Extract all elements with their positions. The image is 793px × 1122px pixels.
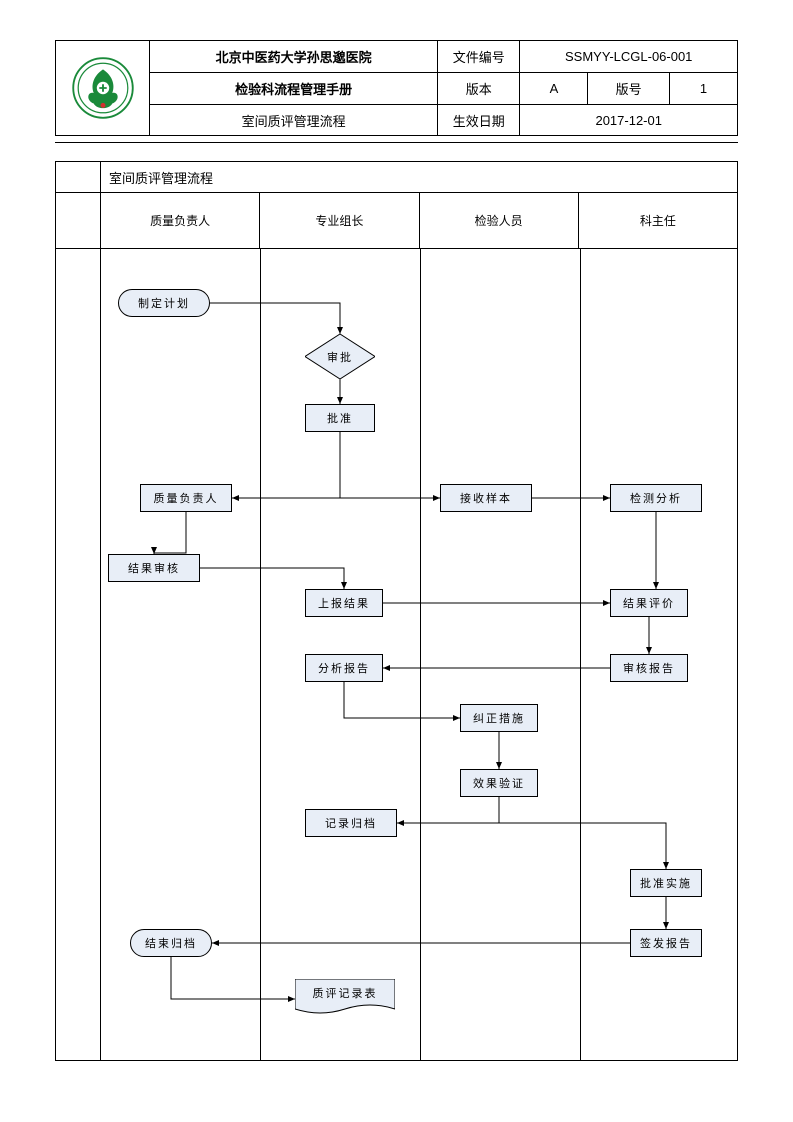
flow-node-dir_rec: 检测分析	[610, 484, 702, 512]
flow-node-grp_send: 上报结果	[305, 589, 383, 617]
header-table: 北京中医药大学孙思邈医院 文件编号 SSMYY-LCGL-06-001 检验科流…	[55, 40, 738, 136]
flow-node-dir_chk: 结果评价	[610, 589, 688, 617]
version: A	[520, 73, 588, 105]
rev-label: 版号	[588, 73, 670, 105]
logo-cell	[56, 41, 150, 136]
hospital-logo-icon	[72, 57, 134, 119]
flow-node-grp_rep: 分析报告	[305, 654, 383, 682]
swimlane-body: 制定计划审批批准质量负责人 接收样本 检测分析结果审核上报结果 结果评价分析报告 审核报…	[100, 249, 737, 1061]
flowchart-section-title: 室间质评管理流程	[101, 162, 737, 192]
flow-node-end: 结束归档	[130, 929, 212, 957]
doc-no-label: 文件编号	[438, 41, 520, 73]
rev: 1	[669, 73, 737, 105]
lane-divider	[420, 249, 421, 1060]
flow-node-dir_sign: 签发报告	[630, 929, 702, 957]
flow-node-qn_plan: 质量负责人	[140, 484, 232, 512]
flow-node-grp_rec: 接收样本	[440, 484, 532, 512]
eff-date: 2017-12-01	[520, 105, 738, 136]
lane-divider	[580, 249, 581, 1060]
left-stub-title	[55, 161, 100, 193]
left-stub-header	[55, 193, 100, 249]
version-label: 版本	[438, 73, 520, 105]
lane-label-1: 专业组长	[259, 193, 418, 248]
flow-decision-dec: 审批	[305, 334, 375, 379]
flow-node-grp_arc: 记录归档	[305, 809, 397, 837]
flow-node-qn_chk: 结果审核	[108, 554, 200, 582]
flowchart-container: 室间质评管理流程 质量负责人 专业组长 检验人员 科主任 制定计划审批批准质量负…	[55, 161, 738, 1061]
doc-no: SSMYY-LCGL-06-001	[520, 41, 738, 73]
flow-node-dir_rep: 审核报告	[610, 654, 688, 682]
flow-node-ins_do: 纠正措施	[460, 704, 538, 732]
flow-node-dir_appr: 批准实施	[630, 869, 702, 897]
lane-label-0: 质量负责人	[100, 193, 259, 248]
lane-label-2: 检验人员	[419, 193, 578, 248]
lane-divider	[100, 249, 101, 1060]
flow-node-approve: 批准	[305, 404, 375, 432]
flow-document-doc: 质评记录表	[295, 979, 395, 1019]
lane-label-3: 科主任	[578, 193, 737, 248]
header-divider	[55, 142, 738, 143]
swimlane-header: 质量负责人 专业组长 检验人员 科主任	[100, 193, 737, 249]
flow-node-start: 制定计划	[118, 289, 210, 317]
left-stub-body	[55, 249, 100, 1061]
manual-title: 检验科流程管理手册	[150, 73, 438, 105]
process-title: 室间质评管理流程	[150, 105, 438, 136]
eff-date-label: 生效日期	[438, 105, 520, 136]
lane-divider	[260, 249, 261, 1060]
flow-node-ins_rec: 效果验证	[460, 769, 538, 797]
org-title: 北京中医药大学孙思邈医院	[150, 41, 438, 73]
